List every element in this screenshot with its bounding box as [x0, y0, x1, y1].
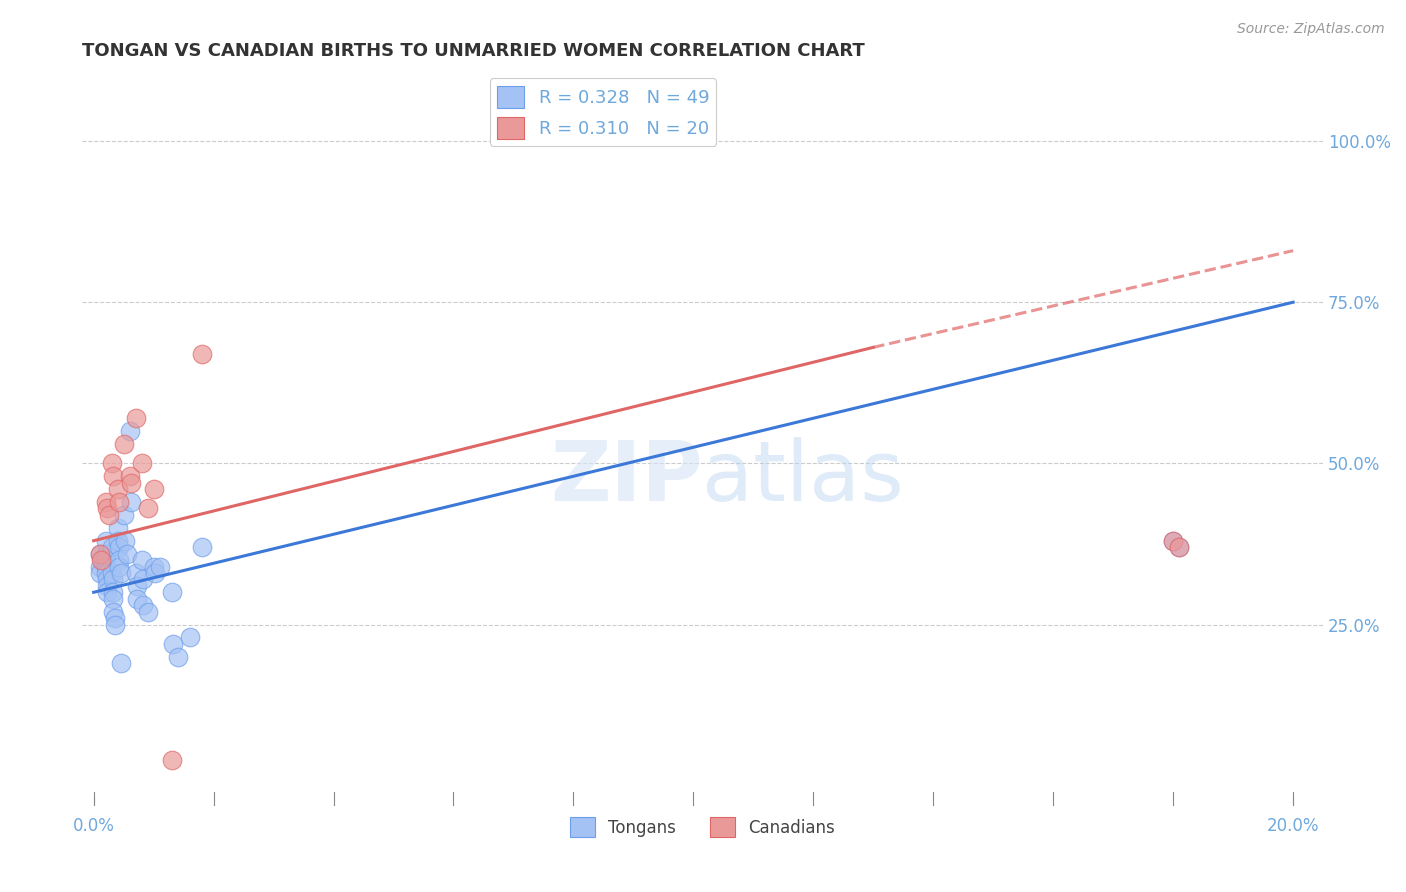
Point — [114, 533, 136, 548]
Point — [179, 631, 201, 645]
Point — [110, 656, 132, 670]
Point — [112, 437, 135, 451]
Point — [108, 559, 131, 574]
Point — [1161, 533, 1184, 548]
Text: TONGAN VS CANADIAN BIRTHS TO UNMARRIED WOMEN CORRELATION CHART: TONGAN VS CANADIAN BIRTHS TO UNMARRIED W… — [82, 42, 865, 60]
Point — [103, 605, 125, 619]
Point — [131, 456, 153, 470]
Point — [94, 553, 117, 567]
Point — [101, 573, 124, 587]
Point — [142, 482, 165, 496]
Point — [97, 508, 120, 522]
Point — [107, 533, 129, 548]
Point — [142, 559, 165, 574]
Point — [110, 566, 132, 580]
Point — [127, 591, 149, 606]
Point — [100, 540, 122, 554]
Point — [118, 424, 141, 438]
Point — [89, 547, 111, 561]
Point — [94, 547, 117, 561]
Point — [108, 553, 131, 567]
Point — [120, 495, 142, 509]
Point — [100, 456, 122, 470]
Point — [96, 579, 118, 593]
Point — [190, 347, 212, 361]
Point — [108, 540, 131, 554]
Point — [101, 585, 124, 599]
Point — [115, 547, 138, 561]
Point — [104, 611, 127, 625]
Point — [103, 469, 125, 483]
Point — [1161, 533, 1184, 548]
Point — [118, 469, 141, 483]
Point — [1168, 540, 1191, 554]
Point — [149, 559, 172, 574]
Point — [100, 566, 122, 580]
Point — [94, 533, 117, 548]
Point — [96, 501, 118, 516]
Point — [136, 605, 159, 619]
Point — [103, 591, 125, 606]
Point — [89, 559, 111, 574]
Point — [94, 566, 117, 580]
Point — [89, 547, 111, 561]
Point — [89, 566, 111, 580]
Point — [132, 573, 155, 587]
Point — [94, 559, 117, 574]
Text: atlas: atlas — [703, 437, 904, 517]
Point — [125, 579, 148, 593]
Text: ZIP: ZIP — [550, 437, 703, 517]
Point — [104, 617, 127, 632]
Point — [166, 649, 188, 664]
Legend: Tongans, Canadians: Tongans, Canadians — [564, 810, 841, 844]
Point — [132, 598, 155, 612]
Point — [124, 411, 146, 425]
Point — [96, 585, 118, 599]
Point — [107, 521, 129, 535]
Point — [96, 573, 118, 587]
Point — [160, 585, 183, 599]
Point — [1168, 540, 1191, 554]
Point — [112, 508, 135, 522]
Point — [131, 553, 153, 567]
Point — [94, 495, 117, 509]
Point — [160, 753, 183, 767]
Point — [108, 495, 131, 509]
Point — [143, 566, 166, 580]
Point — [190, 540, 212, 554]
Point — [107, 482, 129, 496]
Point — [124, 566, 146, 580]
Point — [136, 501, 159, 516]
Point — [162, 637, 184, 651]
Text: Source: ZipAtlas.com: Source: ZipAtlas.com — [1237, 22, 1385, 37]
Point — [90, 553, 112, 567]
Point — [120, 475, 142, 490]
Point — [91, 553, 114, 567]
